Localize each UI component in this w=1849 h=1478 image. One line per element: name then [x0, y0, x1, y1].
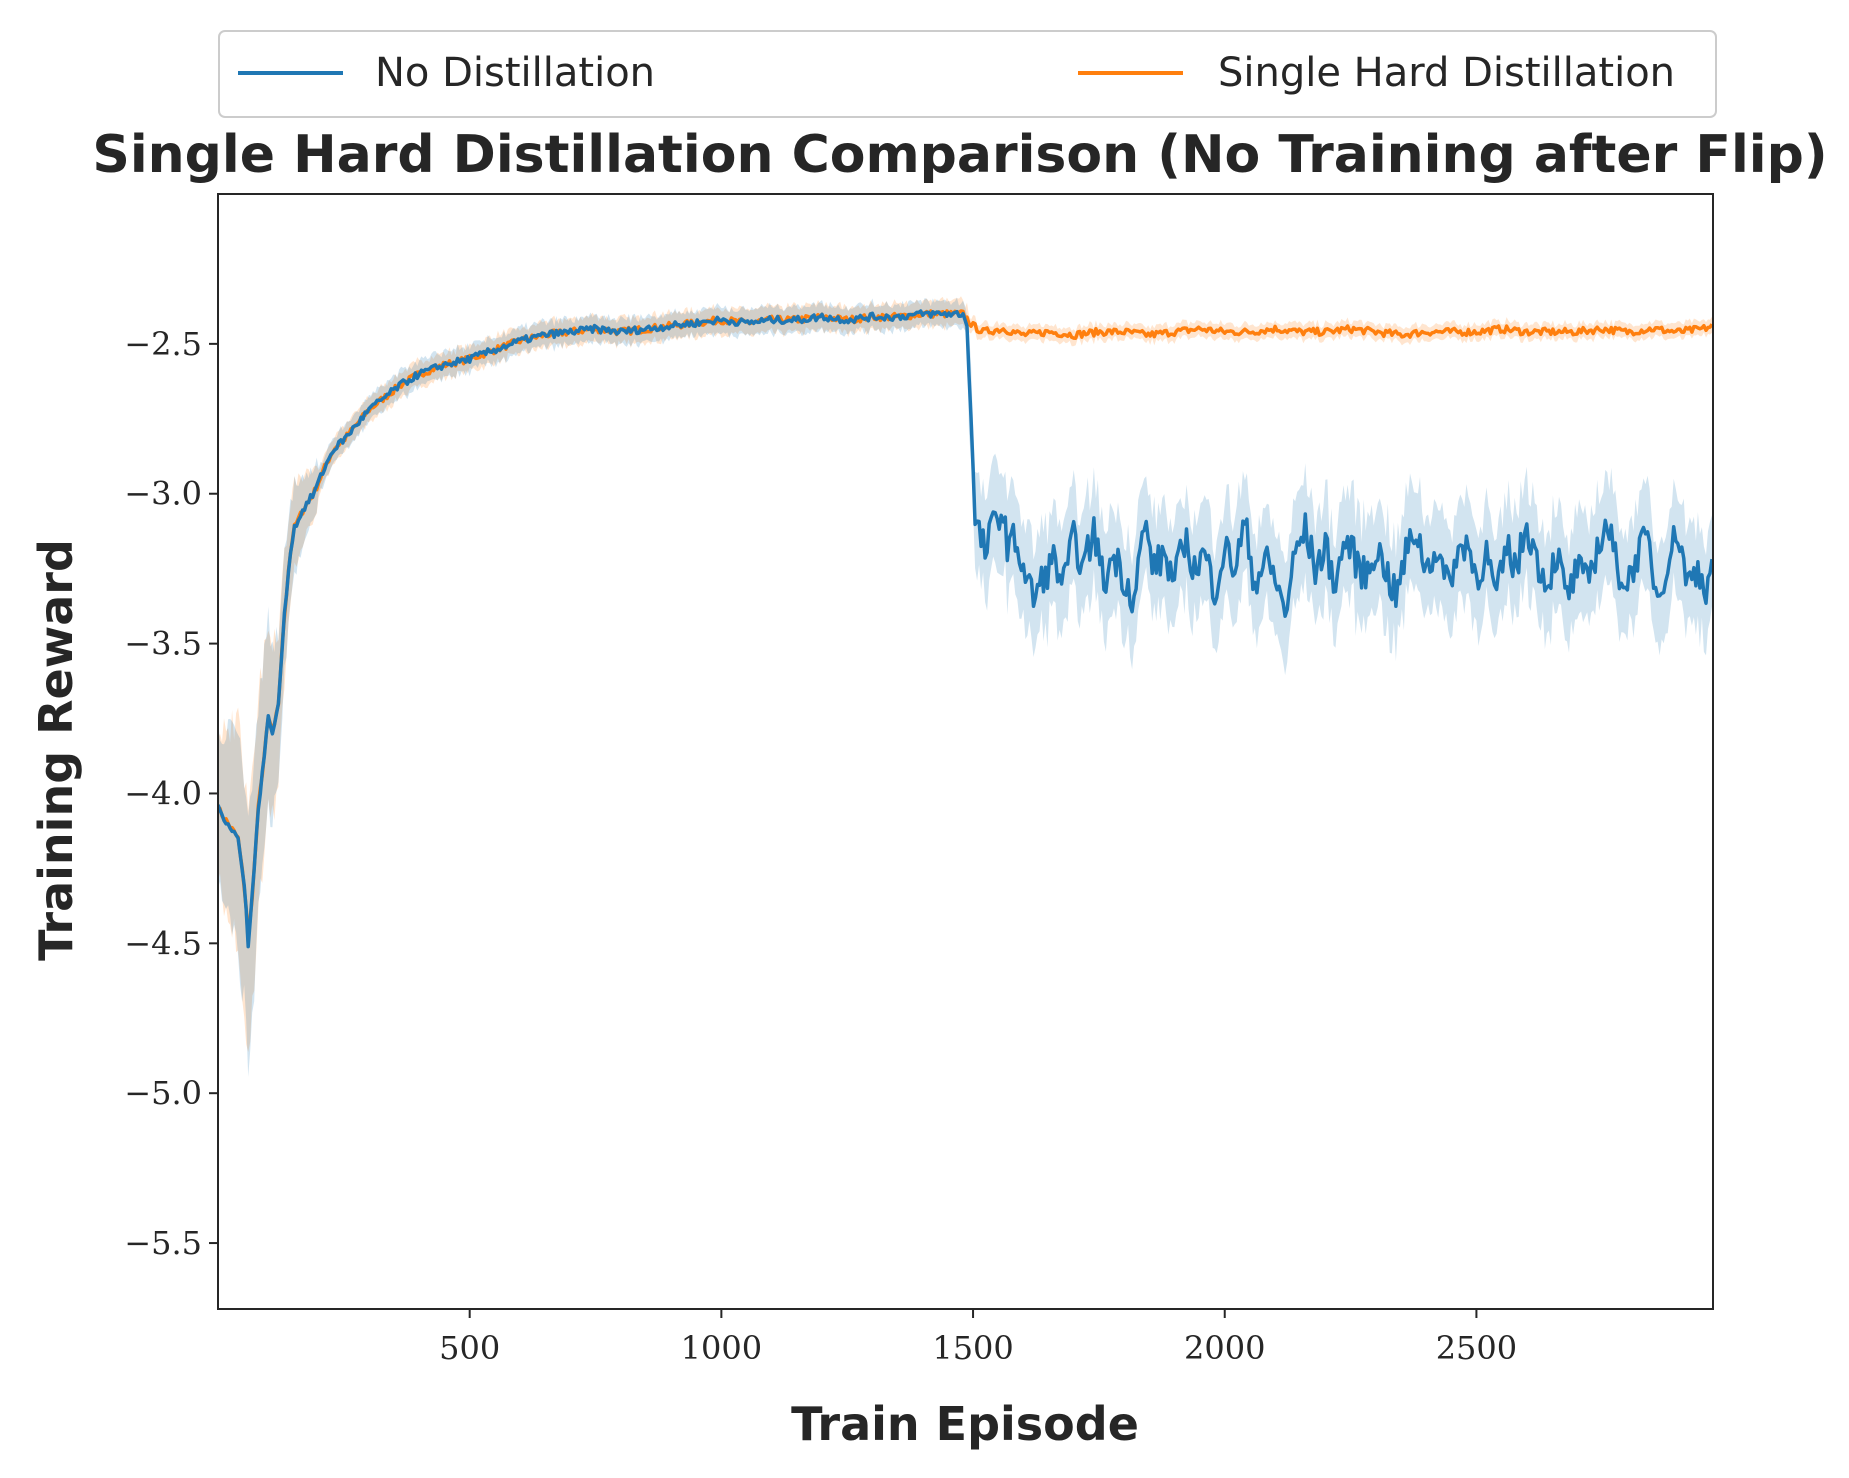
y-tick-label: −4.0	[124, 774, 202, 812]
plot-area	[217, 193, 1714, 1310]
y-tick-label: −2.5	[124, 325, 202, 363]
x-tick-label: 2500	[1436, 1329, 1517, 1367]
confidence-band-no-distillation	[218, 297, 1712, 1077]
y-axis-label: Training Reward	[29, 539, 83, 961]
series-line-single-hard-distillation	[218, 309, 1713, 944]
x-tick-label: 500	[439, 1329, 500, 1367]
x-axis-label: Train Episode	[791, 1397, 1139, 1451]
legend-label-no-distillation: No Distillation	[375, 50, 655, 96]
plot-frame	[217, 193, 1714, 1310]
x-tick-label: 1500	[932, 1329, 1013, 1367]
series-line-no-distillation	[218, 309, 1713, 949]
y-tick-label: −3.0	[124, 475, 202, 513]
y-tick-label: −5.5	[124, 1224, 202, 1262]
legend-box	[218, 30, 1717, 118]
legend: No Distillation Single Hard Distillation	[218, 30, 1717, 118]
x-tick-label: 1000	[681, 1329, 762, 1367]
y-tick-label: −4.5	[124, 924, 202, 962]
x-axis: 500 1000 1500 2000 2500	[439, 1309, 1517, 1367]
legend-label-single-hard-distillation: Single Hard Distillation	[1218, 50, 1675, 96]
x-tick-label: 2000	[1184, 1329, 1265, 1367]
y-axis: −2.5 −3.0 −3.5 −4.0 −4.5 −5.0 −5.5	[124, 325, 218, 1262]
y-tick-label: −5.0	[124, 1074, 202, 1112]
confidence-band-single-hard-distillation	[218, 296, 1712, 1052]
chart-title: Single Hard Distillation Comparison (No …	[92, 125, 1827, 185]
y-tick-label: −3.5	[124, 625, 202, 663]
